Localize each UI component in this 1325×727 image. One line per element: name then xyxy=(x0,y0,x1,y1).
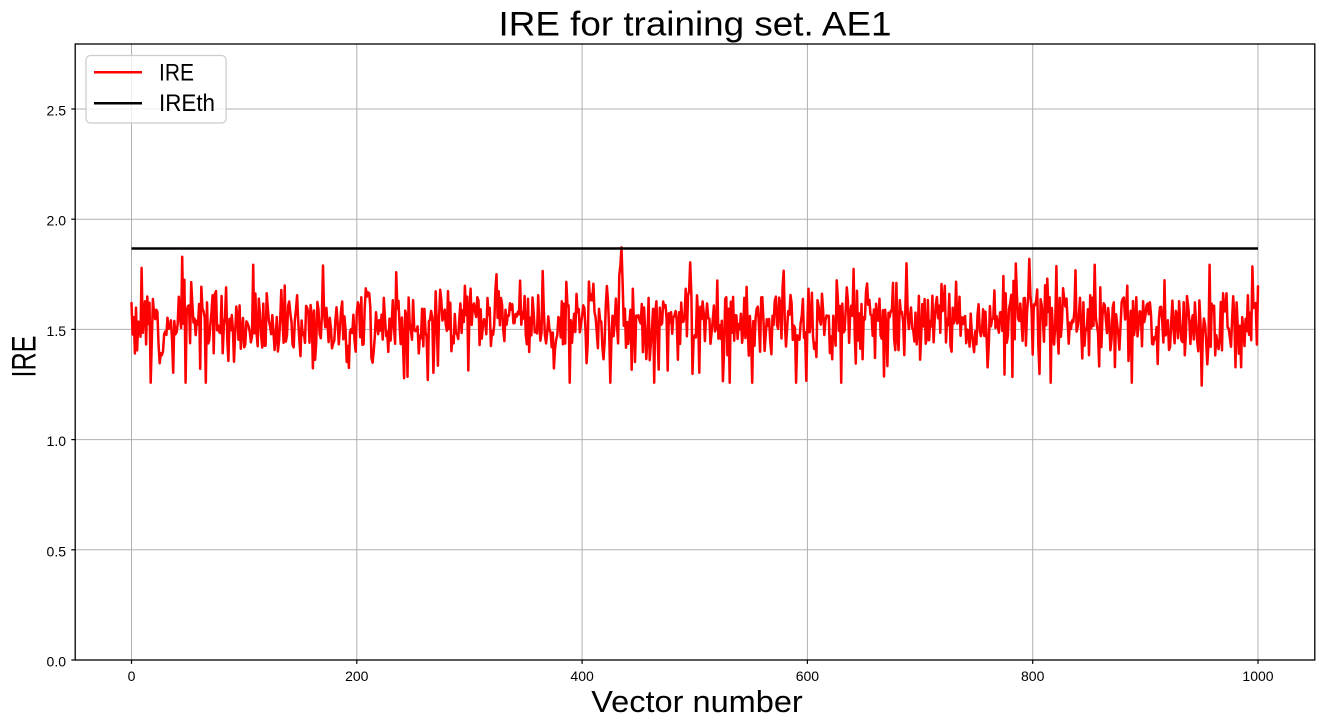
svg-text:IRE for training set. AE1: IRE for training set. AE1 xyxy=(499,5,892,43)
svg-text:1.5: 1.5 xyxy=(47,323,67,339)
svg-text:400: 400 xyxy=(570,668,594,684)
svg-text:IRE: IRE xyxy=(6,336,44,378)
svg-text:1.0: 1.0 xyxy=(47,433,67,449)
svg-text:Vector number: Vector number xyxy=(591,685,803,719)
svg-text:2.0: 2.0 xyxy=(47,213,67,229)
svg-text:0.5: 0.5 xyxy=(47,543,67,559)
svg-text:800: 800 xyxy=(1021,668,1045,684)
svg-text:600: 600 xyxy=(796,668,820,684)
svg-text:1000: 1000 xyxy=(1242,668,1273,684)
svg-text:200: 200 xyxy=(345,668,369,684)
svg-text:IRE: IRE xyxy=(159,59,194,86)
svg-text:0.0: 0.0 xyxy=(47,654,67,670)
svg-text:2.5: 2.5 xyxy=(47,103,67,119)
svg-text:IREth: IREth xyxy=(159,90,215,117)
svg-text:0: 0 xyxy=(128,668,136,684)
